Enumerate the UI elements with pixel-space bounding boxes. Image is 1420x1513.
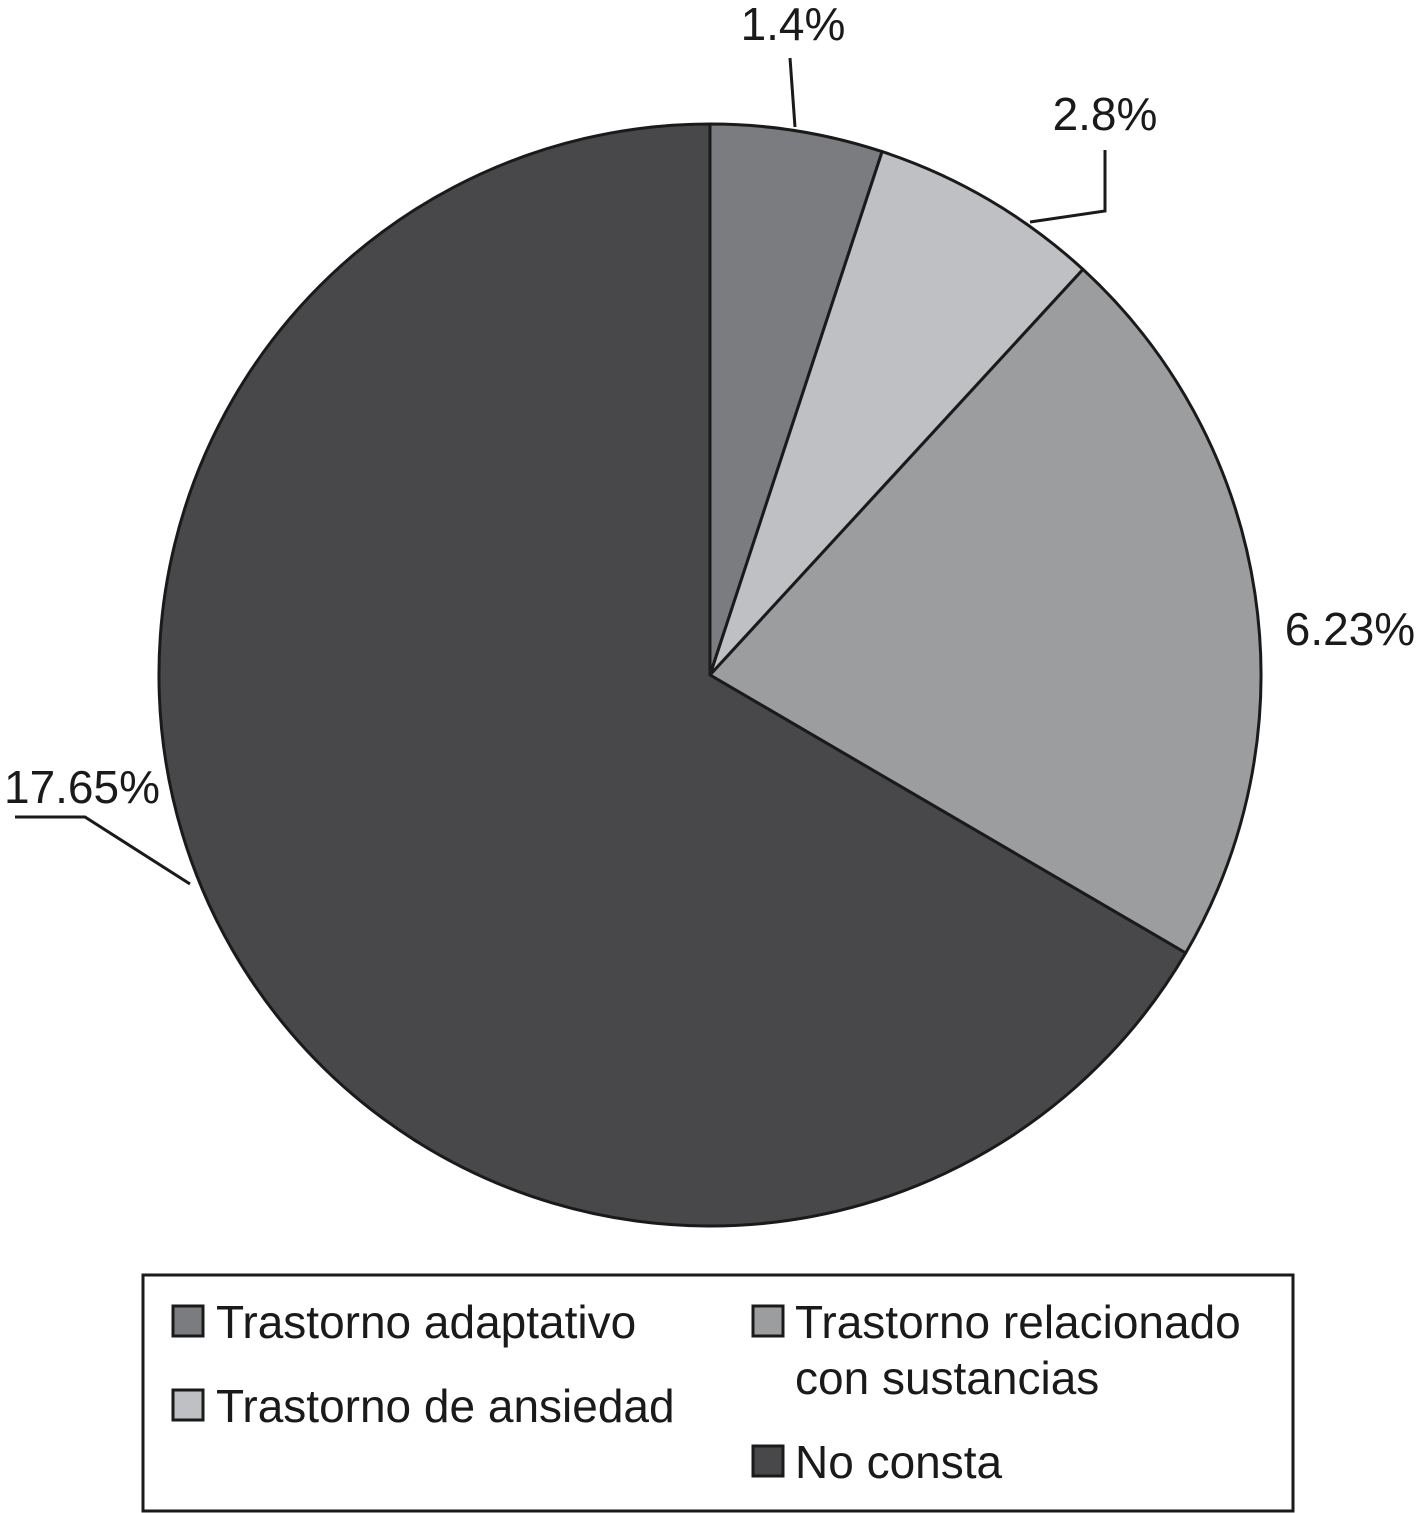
legend-label: Trastorno adaptativo — [216, 1296, 636, 1348]
slice-labels: 1.4% 2.8% 6.23% 17.65% — [4, 0, 1415, 813]
slice-value-label: 1.4% — [741, 0, 846, 50]
slice-value-label: 17.65% — [4, 761, 160, 813]
legend-swatch — [751, 1444, 785, 1478]
legend-swatch — [171, 1388, 205, 1422]
legend-swatch — [751, 1304, 785, 1338]
leader-line — [788, 57, 797, 128]
legend: Trastorno adaptativo Trastorno de ansieda… — [141, 1273, 1295, 1513]
pie-slice — [708, 150, 1085, 677]
legend-box — [141, 1273, 1295, 1513]
pie-slice — [157, 122, 1188, 1228]
legend-label: Trastorno relacionado — [795, 1296, 1241, 1348]
pie-slices — [157, 122, 1263, 1228]
slice-value-label: 6.23% — [1285, 603, 1415, 655]
pie-slice — [708, 122, 884, 677]
legend-swatch — [171, 1304, 205, 1338]
legend-label: con sustancias — [795, 1352, 1099, 1404]
leader-line — [15, 815, 191, 886]
leader-line — [1029, 150, 1107, 224]
legend-label: No consta — [795, 1436, 1003, 1488]
slice-value-label: 2.8% — [1053, 88, 1158, 140]
pie-slice — [708, 267, 1263, 955]
legend-label: Trastorno de ansiedad — [216, 1380, 675, 1432]
leader-lines — [15, 57, 1107, 886]
